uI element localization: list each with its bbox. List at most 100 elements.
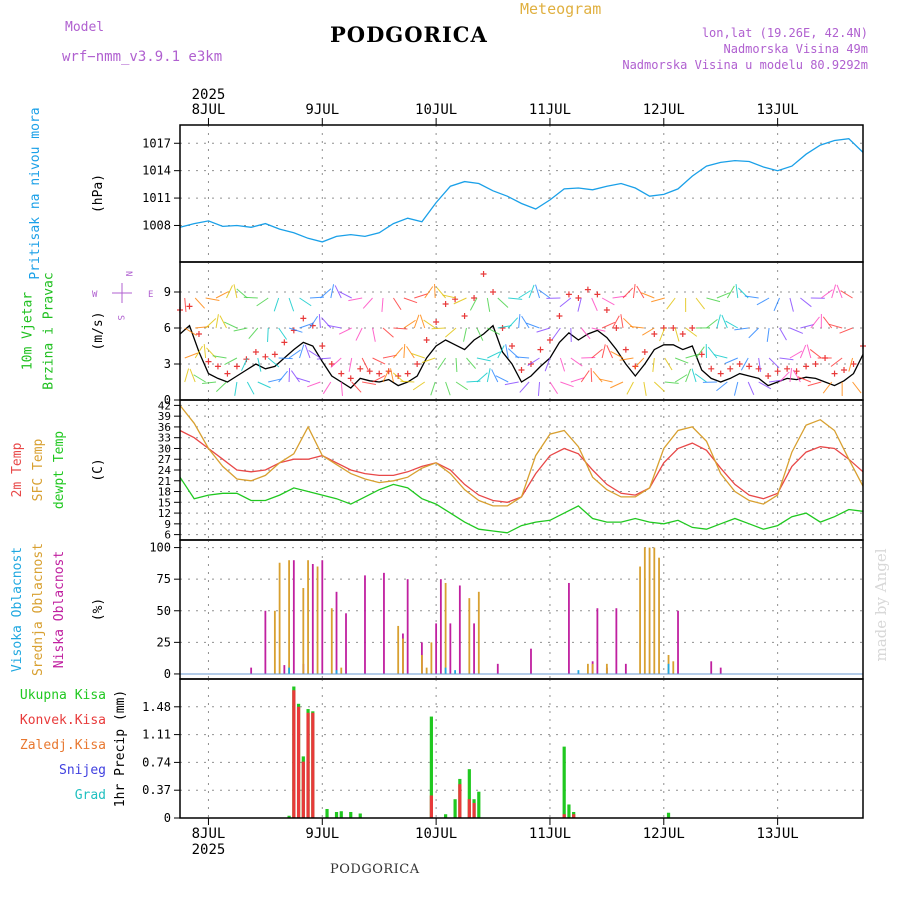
wind-barb (626, 381, 634, 395)
bar-niska-oblacnost (283, 665, 286, 674)
bar-srednja-oblacnost (605, 663, 608, 674)
wind-barb (528, 284, 535, 299)
legend-label: Zaledj.Kisa (20, 738, 106, 753)
bar-srednja-oblacnost (672, 661, 675, 674)
bar-niska-oblacnost (264, 610, 267, 674)
wind-barb (215, 314, 219, 329)
wind-barb (831, 284, 837, 299)
wind-barb (243, 296, 258, 299)
bottom-date-label: 8JUL (192, 826, 226, 842)
wind-barb (322, 381, 332, 395)
bar-niska-oblacnost (530, 648, 532, 674)
wind-barb (299, 322, 313, 329)
bar-visoka-oblacnost (288, 667, 290, 674)
gust-marker (736, 361, 743, 367)
wind-barb (486, 297, 491, 312)
wind-barb (577, 297, 582, 312)
bar-srednja-oblacnost (302, 588, 305, 674)
ytick-label-wind: 3 (164, 357, 171, 371)
wind-barb (779, 371, 790, 383)
wind-barb (219, 315, 227, 329)
panel-label: Brzina i Pravac (42, 272, 57, 389)
wind-barb (466, 357, 477, 369)
wind-barb (800, 297, 812, 308)
wind-barb (278, 357, 293, 360)
wind-barb (685, 327, 698, 337)
bar-srednja-oblacnost (288, 560, 290, 674)
wind-barb (278, 370, 288, 383)
ytick-label-temperature: 18 (158, 486, 171, 499)
wind-barb (695, 297, 705, 310)
wind-barb (348, 297, 363, 302)
wind-barb (184, 297, 187, 312)
gust-marker (461, 313, 468, 319)
ytick-label-temperature: 36 (158, 421, 171, 434)
wind-barb (674, 327, 680, 342)
wind-barb (304, 344, 311, 359)
bar-visoka-oblacnost (667, 663, 670, 674)
compass-west: W (92, 290, 98, 300)
wind-barb (659, 327, 666, 342)
unit-label-temperature: (C) (91, 458, 106, 481)
wind-barb (507, 317, 519, 329)
wind-barb (497, 325, 512, 329)
wind-barb (807, 381, 822, 387)
wind-barb (419, 314, 426, 329)
wind-barb (620, 314, 624, 329)
ytick-label-temperature: 9 (164, 518, 171, 531)
wind-barb (205, 318, 217, 329)
model-elevation-label: Nadmorska Visina u modelu 80.9292m (622, 58, 868, 72)
bar-konvek-kisa (467, 799, 471, 818)
wind-barb (437, 357, 447, 370)
wind-barb (348, 357, 353, 372)
wind-barb (455, 381, 468, 391)
lonlat-label: lon,lat (19.26E, 42.4N) (701, 26, 868, 40)
wind-barb (215, 291, 229, 299)
wind-barb (205, 297, 220, 301)
gust-marker (622, 346, 629, 353)
wind-barb (194, 345, 203, 359)
bar-srednja-oblacnost (430, 642, 433, 674)
wind-barb (570, 357, 583, 367)
bar-srednja-oblacnost (648, 547, 651, 674)
footer-station: PODGORICA (330, 862, 420, 877)
gust-marker (689, 325, 696, 331)
bar-konvek-kisa (429, 795, 433, 818)
ytick-label-clouds: 50 (157, 604, 171, 618)
bar-srednja-oblacnost (273, 610, 276, 674)
wind-barb (526, 322, 540, 329)
bar-ukupna-kisa (453, 799, 457, 818)
wind-barb (748, 327, 760, 339)
panel-label: SFC Temp (31, 439, 46, 502)
bar-niska-oblacnost (710, 661, 713, 674)
bar-konvek-kisa (572, 814, 576, 818)
wind-barb (236, 288, 248, 299)
bar-srednja-oblacnost (340, 667, 343, 674)
wind-barb (632, 284, 636, 299)
wind-barb (619, 357, 634, 361)
wind-barb (685, 353, 700, 359)
gust-marker (205, 358, 212, 365)
bar-ukupna-kisa (429, 716, 433, 818)
wind-barb (442, 294, 457, 299)
gust-marker (347, 375, 354, 382)
wind-barb (559, 357, 566, 372)
panel-label: Pritisak na nivou mora (28, 107, 43, 279)
wind-barb (390, 368, 394, 383)
wind-barb (636, 285, 645, 299)
bar-niska-oblacnost (439, 579, 442, 674)
wind-barb (299, 344, 305, 359)
gust-marker (376, 370, 383, 377)
wind-barb (392, 372, 405, 383)
panel-frame-clouds (179, 539, 864, 680)
wind-barb (606, 345, 614, 359)
gust-marker (651, 331, 658, 337)
gust-marker (537, 346, 544, 353)
wind-barb (393, 327, 408, 330)
ytick-label-clouds: 0 (164, 667, 171, 681)
wind-barb (601, 344, 606, 359)
panel-frame-pressure (179, 124, 864, 263)
wind-barb (758, 357, 762, 372)
wind-barb (234, 381, 238, 396)
bar-ukupna-kisa (567, 804, 571, 818)
